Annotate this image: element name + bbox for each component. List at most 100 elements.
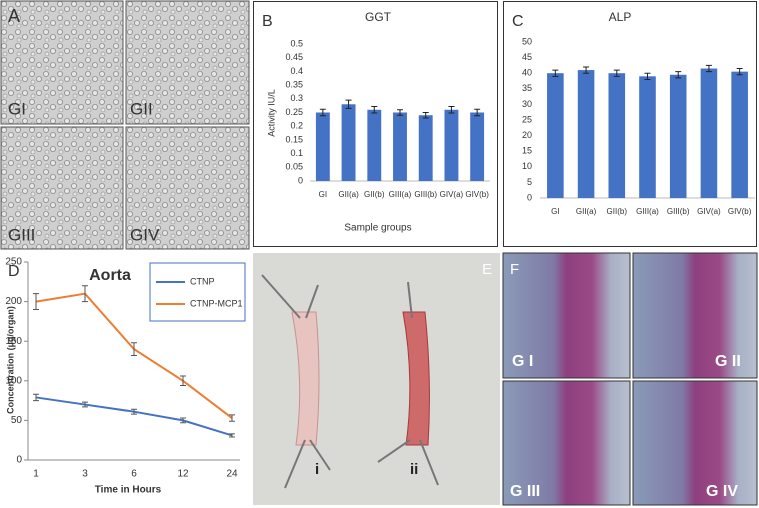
micrograph — [0, 0, 124, 125]
micrograph — [125, 0, 250, 125]
x-tick-label: 6 — [131, 469, 137, 480]
panel-label: F — [510, 261, 519, 278]
error-bar — [180, 417, 186, 424]
vessel — [291, 311, 320, 446]
x-tick-label: GIV(a) — [697, 207, 721, 216]
error-bar — [422, 112, 429, 119]
y-tick-label: 0.25 — [285, 107, 303, 117]
bar — [608, 73, 626, 198]
panel-f: F G I G II G III G IV — [502, 252, 758, 506]
y-tick-label: 0.35 — [285, 79, 303, 89]
y-tick-label: 0 — [298, 175, 303, 185]
caption: GII — [130, 99, 153, 118]
y-tick-label: 0.2 — [290, 121, 303, 131]
y-tick-label: 0.1 — [290, 148, 303, 158]
panel-e: E i ii — [253, 253, 500, 505]
x-tick-label: 3 — [82, 469, 88, 480]
legend-label: CTNP — [190, 276, 215, 286]
panel-frame — [503, 1, 757, 247]
x-tick-label: 1 — [33, 469, 39, 480]
panel-frame — [253, 1, 498, 247]
y-tick-label: 10 — [522, 161, 532, 171]
caption: ii — [410, 461, 418, 478]
error-bar — [131, 408, 137, 415]
y-tick-label: 5 — [527, 177, 532, 187]
chart-title: GGT — [365, 10, 392, 24]
y-tick-label: 35 — [522, 83, 532, 93]
error-bar — [397, 109, 403, 116]
pin — [407, 281, 413, 319]
error-bar — [229, 433, 235, 438]
panel-label: E — [482, 261, 492, 278]
legend-label: CTNP-MCP1 — [190, 298, 243, 308]
legend-box — [149, 262, 246, 322]
x-tick-label: GII(a) — [338, 190, 359, 199]
error-bar — [736, 68, 743, 76]
error-bar — [705, 64, 712, 73]
y-tick-label: 20 — [522, 130, 532, 140]
bar — [639, 76, 656, 198]
y-axis-label: Concentration (µg/organ) — [5, 306, 15, 414]
bar — [731, 71, 748, 198]
caption: i — [315, 461, 319, 478]
x-tick-label: GIV(b) — [728, 207, 752, 216]
bar — [315, 112, 330, 181]
y-tick-label: 150 — [5, 336, 22, 347]
pin — [305, 284, 319, 319]
error-bar — [583, 66, 590, 74]
y-tick-label: 0.05 — [285, 162, 303, 172]
panel-label: B — [262, 13, 273, 30]
error-bar — [33, 393, 39, 402]
error-bar — [33, 293, 39, 311]
error-bar — [82, 285, 88, 303]
panel-label: A — [8, 6, 20, 26]
line — [35, 396, 233, 437]
pin — [284, 439, 306, 489]
caption: G II — [715, 353, 741, 370]
caption: G I — [512, 353, 533, 370]
y-tick-label: 15 — [522, 146, 532, 156]
caption: GIV — [130, 225, 160, 244]
x-tick-label: GIII(a) — [389, 190, 412, 199]
histology — [502, 380, 631, 506]
x-tick-label: GI — [551, 207, 559, 216]
y-tick-label: 30 — [522, 99, 532, 109]
bar — [393, 112, 407, 181]
y-tick-label: 200 — [5, 296, 22, 307]
micrograph — [0, 126, 124, 250]
x-tick-label: 12 — [177, 469, 189, 480]
error-bar — [371, 105, 378, 114]
y-tick-label: 0.45 — [285, 52, 303, 62]
caption: G III — [510, 483, 540, 500]
error-bar — [345, 99, 352, 109]
error-bar — [131, 342, 137, 356]
x-tick-label: GII(a) — [576, 207, 597, 216]
error-bar — [180, 375, 186, 387]
caption: GIII — [8, 225, 35, 244]
error-bar — [613, 69, 620, 77]
y-tick-label: 0 — [527, 192, 532, 202]
pin — [419, 439, 439, 486]
x-tick-label: GII(b) — [607, 207, 628, 216]
error-bar — [552, 69, 559, 77]
bar — [444, 109, 459, 181]
x-axis-label: Sample groups — [344, 223, 411, 234]
x-tick-label: GII(b) — [364, 190, 385, 199]
y-tick-label: 0.5 — [290, 38, 303, 48]
bar — [470, 112, 485, 181]
y-tick-label: 45 — [522, 52, 532, 62]
y-tick-label: 0.3 — [290, 93, 303, 103]
y-tick-label: 0.4 — [290, 66, 303, 76]
y-tick-label: 0 — [16, 455, 22, 466]
vessel — [402, 311, 430, 446]
caption: GI — [8, 99, 26, 118]
x-tick-label: GIV(b) — [465, 190, 489, 199]
y-tick-label: 50 — [522, 36, 532, 46]
x-tick-label: GI — [319, 190, 327, 199]
y-tick-label: 25 — [522, 114, 532, 124]
bar — [418, 115, 433, 181]
chart-title: ALP — [609, 10, 632, 24]
error-bar — [644, 72, 651, 80]
y-tick-label: 100 — [5, 375, 22, 386]
